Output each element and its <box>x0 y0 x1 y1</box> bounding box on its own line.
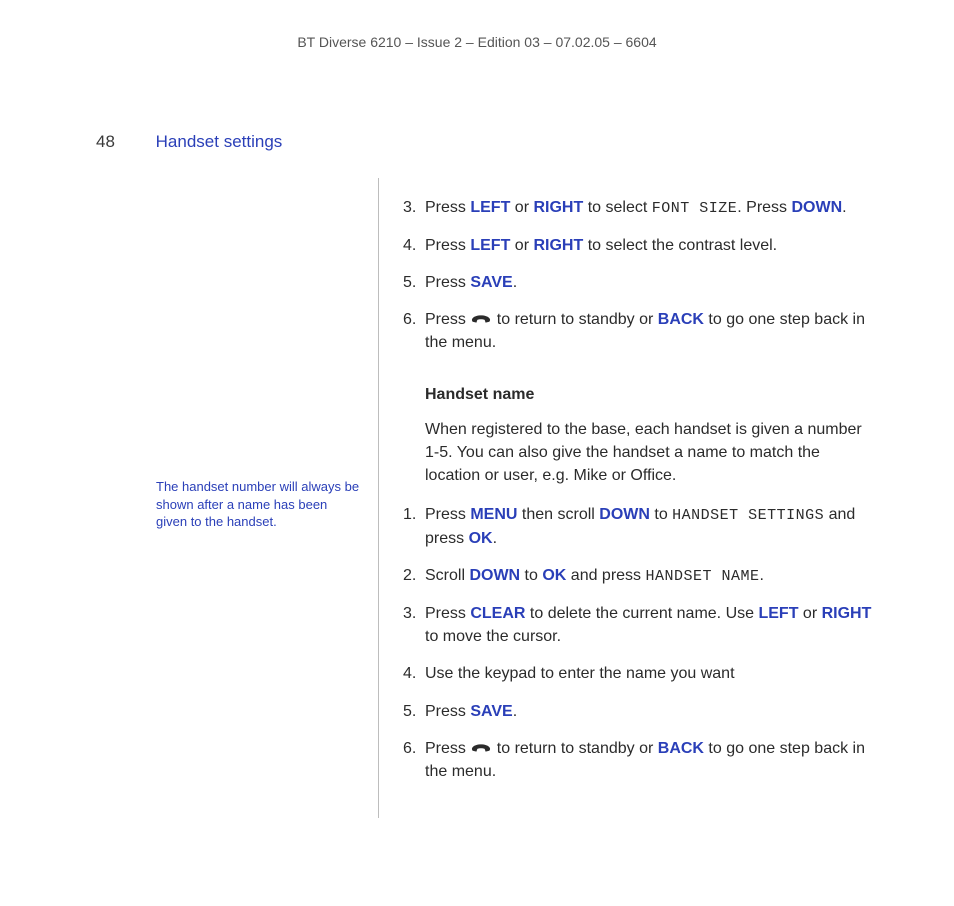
margin-column: The handset number will always be shown … <box>156 178 378 818</box>
keyword: DOWN <box>791 199 842 216</box>
step-number: 6. <box>403 737 425 783</box>
end-call-icon <box>470 740 492 756</box>
step-body: Press CLEAR to delete the current name. … <box>425 602 876 648</box>
handset-name-steps-list: 1.Press MENU then scroll DOWN to HANDSET… <box>403 503 876 783</box>
instruction-step: 6.Press to return to standby or BACK to … <box>403 737 876 783</box>
margin-note: The handset number will always be shown … <box>156 478 360 531</box>
step-body: Press to return to standby or BACK to go… <box>425 308 876 354</box>
keyword: CLEAR <box>470 605 525 622</box>
handset-name-intro: When registered to the base, each handse… <box>425 418 876 488</box>
instruction-step: 2.Scroll DOWN to OK and press HANDSET NA… <box>403 564 876 588</box>
step-body: Use the keypad to enter the name you wan… <box>425 662 876 685</box>
section-title: Handset settings <box>156 132 283 151</box>
keyword: OK <box>469 530 493 547</box>
step-number: 5. <box>403 700 425 723</box>
keyword: OK <box>542 567 566 584</box>
instruction-step: 3.Press LEFT or RIGHT to select FONT SIZ… <box>403 196 876 220</box>
step-body: Press LEFT or RIGHT to select FONT SIZE.… <box>425 196 876 220</box>
lcd-text: HANDSET SETTINGS <box>672 507 824 524</box>
keyword: BACK <box>658 311 704 328</box>
keyword: DOWN <box>469 567 520 584</box>
keyword: DOWN <box>599 506 650 523</box>
keyword: RIGHT <box>533 237 583 254</box>
keyword: RIGHT <box>533 199 583 216</box>
step-body: Press MENU then scroll DOWN to HANDSET S… <box>425 503 876 550</box>
step-body: Press SAVE. <box>425 271 876 294</box>
keyword: RIGHT <box>822 605 872 622</box>
content-area: The handset number will always be shown … <box>156 178 876 818</box>
lcd-text: FONT SIZE <box>652 200 738 217</box>
keyword: SAVE <box>470 274 512 291</box>
instruction-step: 5.Press SAVE. <box>403 271 876 294</box>
main-column: 3.Press LEFT or RIGHT to select FONT SIZ… <box>379 178 876 818</box>
step-number: 4. <box>403 234 425 257</box>
document-meta-header: BT Diverse 6210 – Issue 2 – Edition 03 –… <box>0 34 954 50</box>
page-number: 48 <box>96 132 115 151</box>
step-body: Scroll DOWN to OK and press HANDSET NAME… <box>425 564 876 588</box>
instruction-step: 1.Press MENU then scroll DOWN to HANDSET… <box>403 503 876 550</box>
step-body: Press to return to standby or BACK to go… <box>425 737 876 783</box>
instruction-step: 3.Press CLEAR to delete the current name… <box>403 602 876 648</box>
keyword: LEFT <box>470 237 510 254</box>
keyword: BACK <box>658 740 704 757</box>
step-body: Press SAVE. <box>425 700 876 723</box>
step-number: 2. <box>403 564 425 588</box>
step-number: 1. <box>403 503 425 550</box>
step-number: 5. <box>403 271 425 294</box>
instruction-step: 4.Press LEFT or RIGHT to select the cont… <box>403 234 876 257</box>
keyword: MENU <box>470 506 517 523</box>
end-call-icon <box>470 311 492 327</box>
step-number: 3. <box>403 196 425 220</box>
page-header: 48 Handset settings <box>96 132 282 152</box>
step-number: 6. <box>403 308 425 354</box>
instruction-step: 4.Use the keypad to enter the name you w… <box>403 662 876 685</box>
step-number: 3. <box>403 602 425 648</box>
keyword: LEFT <box>470 199 510 216</box>
lcd-text: HANDSET NAME <box>646 568 760 585</box>
keyword: LEFT <box>758 605 798 622</box>
instruction-step: 6.Press to return to standby or BACK to … <box>403 308 876 354</box>
instruction-step: 5.Press SAVE. <box>403 700 876 723</box>
step-number: 4. <box>403 662 425 685</box>
font-size-steps-list: 3.Press LEFT or RIGHT to select FONT SIZ… <box>403 196 876 355</box>
step-body: Press LEFT or RIGHT to select the contra… <box>425 234 876 257</box>
handset-name-heading: Handset name <box>425 383 876 406</box>
keyword: SAVE <box>470 703 512 720</box>
